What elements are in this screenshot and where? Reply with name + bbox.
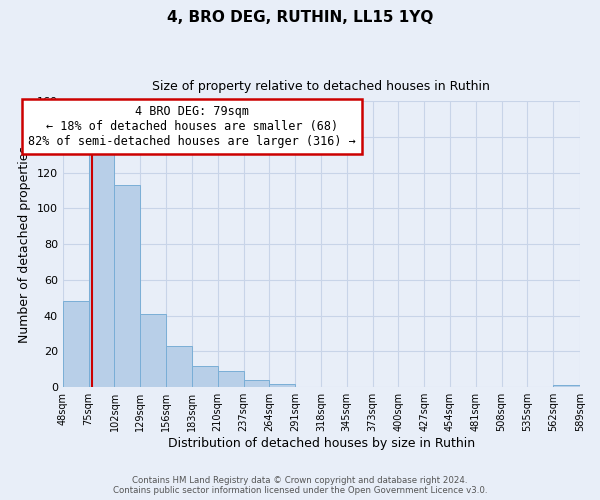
Bar: [192, 366, 218, 387]
Bar: [63, 302, 89, 387]
Text: Contains HM Land Registry data © Crown copyright and database right 2024.
Contai: Contains HM Land Registry data © Crown c…: [113, 476, 487, 495]
Bar: [553, 386, 580, 387]
Bar: [89, 151, 115, 387]
Bar: [218, 371, 244, 387]
Bar: [140, 314, 166, 387]
Bar: [244, 380, 269, 387]
Text: 4 BRO DEG: 79sqm
← 18% of detached houses are smaller (68)
82% of semi-detached : 4 BRO DEG: 79sqm ← 18% of detached house…: [28, 104, 356, 148]
Title: Size of property relative to detached houses in Ruthin: Size of property relative to detached ho…: [152, 80, 490, 93]
Bar: [269, 384, 295, 387]
X-axis label: Distribution of detached houses by size in Ruthin: Distribution of detached houses by size …: [168, 437, 475, 450]
Bar: [115, 185, 140, 387]
Text: 4, BRO DEG, RUTHIN, LL15 1YQ: 4, BRO DEG, RUTHIN, LL15 1YQ: [167, 10, 433, 25]
Y-axis label: Number of detached properties: Number of detached properties: [18, 146, 31, 342]
Bar: [166, 346, 192, 387]
